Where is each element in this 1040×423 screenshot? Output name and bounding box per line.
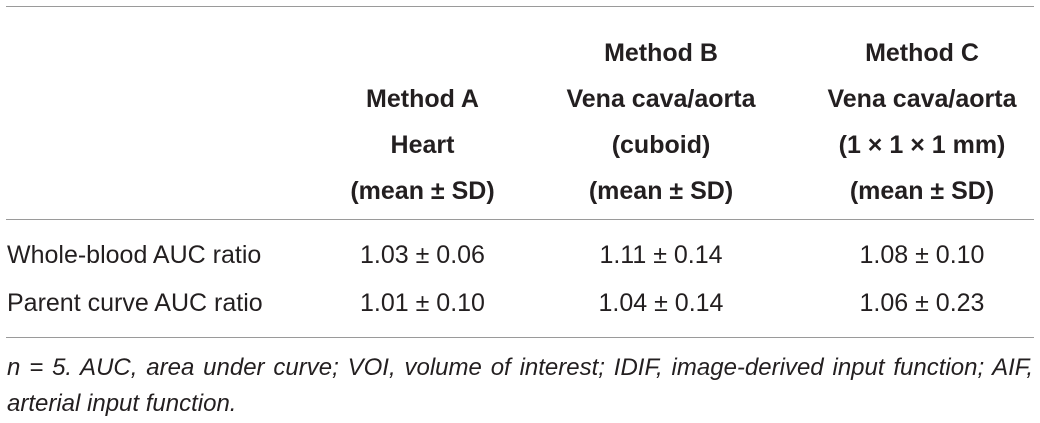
header-line: Method B [604,39,718,67]
header-line: Method A [366,85,479,113]
header-line: Vena cava/aorta [827,85,1017,113]
cell-method-b: 1.11 ± 0.14 [599,241,723,269]
table-top-rule [6,6,1034,7]
header-line: (1 × 1 × 1 mm) [838,131,1006,159]
header-line: Vena cava/aorta [566,85,756,113]
table-footnote: n = 5. AUC, area under curve; VOI, volum… [7,354,1033,417]
table-row: Parent curve AUC ratio 1.01 ± 0.10 1.04 … [0,283,1040,323]
table-bottom-rule [6,337,1034,338]
header-line: Heart [390,131,455,159]
column-header-method-c: Method C Vena cava/aorta (1 × 1 × 1 mm) … [806,24,1038,214]
header-line: Method C [865,39,979,67]
column-header-method-a: Method A Heart (mean ± SD) [320,24,525,214]
header-line: (mean ± SD) [588,177,734,205]
row-label: Parent curve AUC ratio [7,289,263,317]
cell-method-a: 1.01 ± 0.10 [360,289,485,317]
cell-method-c: 1.08 ± 0.10 [859,241,985,269]
row-label: Whole-blood AUC ratio [7,241,262,269]
cell-method-b: 1.04 ± 0.14 [598,289,724,317]
table-row: Whole-blood AUC ratio 1.03 ± 0.06 1.11 ±… [0,235,1040,275]
cell-method-c: 1.06 ± 0.23 [859,289,985,317]
header-line: (cuboid) [611,131,711,159]
header-divider-rule [6,219,1034,220]
column-header-method-b: Method B Vena cava/aorta (cuboid) (mean … [538,24,784,214]
header-line: (mean ± SD) [849,177,995,205]
header-line: (mean ± SD) [350,177,495,205]
cell-method-a: 1.03 ± 0.06 [360,241,485,269]
